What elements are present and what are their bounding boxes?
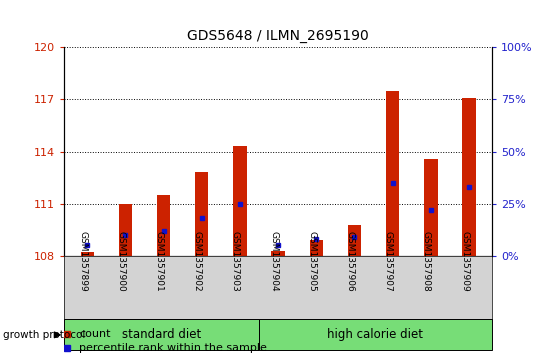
Text: GSM1357903: GSM1357903	[231, 231, 240, 291]
Bar	[64, 319, 259, 350]
Text: GSM1357909: GSM1357909	[460, 231, 469, 291]
Text: GSM1357906: GSM1357906	[345, 231, 354, 291]
Text: GSM1357904: GSM1357904	[269, 231, 278, 291]
Text: GSM1357907: GSM1357907	[383, 231, 392, 291]
Text: standard diet: standard diet	[122, 329, 201, 341]
Title: GDS5648 / ILMN_2695190: GDS5648 / ILMN_2695190	[187, 29, 369, 44]
Bar	[348, 225, 361, 256]
Text: GSM1357901: GSM1357901	[154, 231, 164, 291]
Text: GSM1357899: GSM1357899	[78, 231, 87, 291]
Bar	[310, 240, 323, 256]
Bar	[195, 172, 209, 256]
Bar	[259, 319, 492, 350]
Text: GSM1357905: GSM1357905	[307, 231, 316, 291]
Text: GSM1357908: GSM1357908	[422, 231, 431, 291]
Bar	[157, 195, 170, 256]
Bar	[424, 159, 438, 256]
Bar	[233, 146, 247, 256]
Bar	[80, 252, 94, 256]
Text: GSM1357902: GSM1357902	[193, 231, 202, 291]
Text: count: count	[79, 329, 111, 339]
Text: percentile rank within the sample: percentile rank within the sample	[79, 343, 267, 354]
Text: high calorie diet: high calorie diet	[327, 329, 423, 341]
Bar	[119, 204, 132, 256]
Text: growth protocol: growth protocol	[3, 330, 85, 340]
Bar	[386, 91, 399, 256]
Text: GSM1357900: GSM1357900	[116, 231, 125, 291]
Bar	[272, 251, 285, 256]
Bar	[462, 98, 476, 256]
